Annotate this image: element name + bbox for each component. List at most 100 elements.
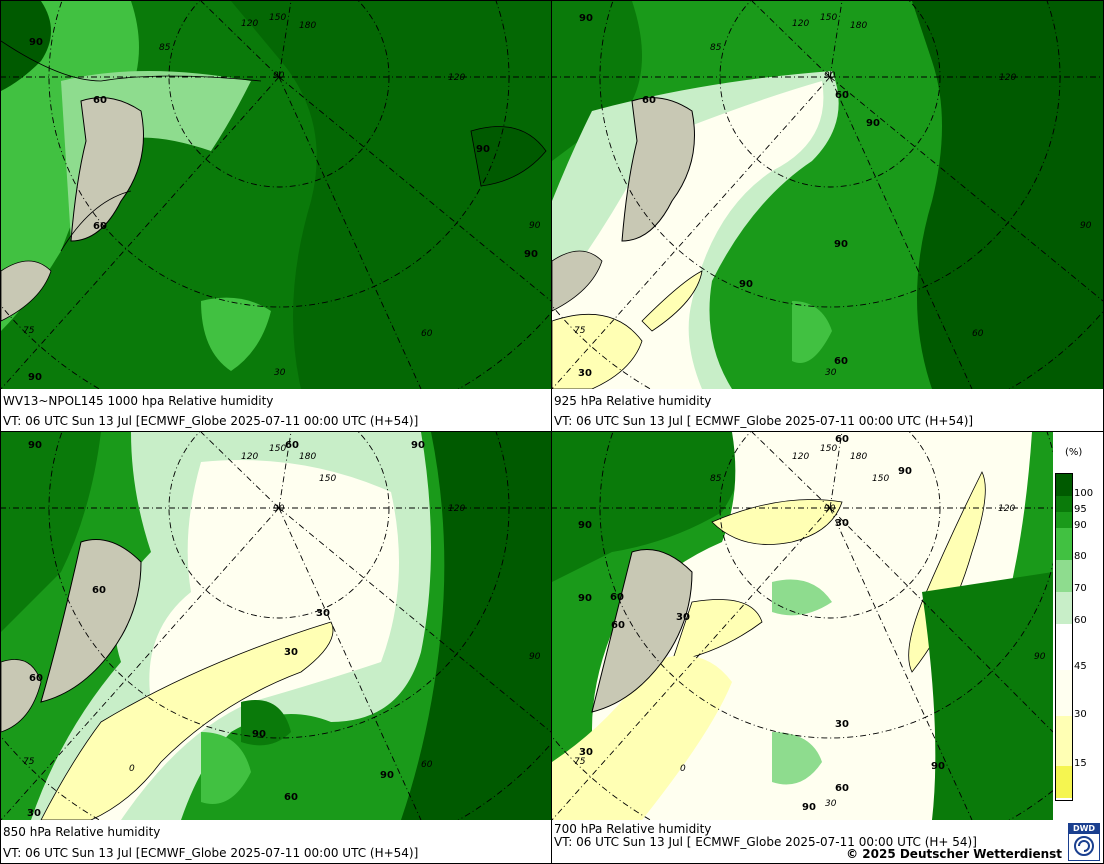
contour-label: 90 xyxy=(29,37,43,48)
legend-swatch xyxy=(1056,592,1072,624)
contour-label: 60 xyxy=(834,356,848,367)
contour-label: 60 xyxy=(93,95,107,106)
contour-label: 60 xyxy=(835,783,849,794)
legend-tick: 80 xyxy=(1074,551,1087,562)
graticule-label: 30 xyxy=(274,368,286,378)
legend-swatch xyxy=(1056,528,1072,560)
graticule-label: 85 xyxy=(159,43,171,53)
graticule-label: 150 xyxy=(319,474,337,484)
graticule-label: 90 xyxy=(824,504,836,514)
graticule-label: 75 xyxy=(574,326,586,336)
panel-700hpa: 60 90 90 60 30 90 60 30 30 30 90 60 90 1… xyxy=(551,431,1104,864)
graticule-label: 120 xyxy=(448,73,466,83)
legend-tick: 95 xyxy=(1074,504,1087,515)
contour-label: 60 xyxy=(285,440,299,451)
swirl-icon xyxy=(1074,836,1094,856)
graticule-label: 30 xyxy=(825,368,837,378)
contour-label: 60 xyxy=(835,434,849,445)
graticule-label: 180 xyxy=(850,452,868,462)
graticule-label: 75 xyxy=(23,757,35,767)
contour-label: 90 xyxy=(411,440,425,451)
contour-label: 90 xyxy=(578,520,592,531)
contour-label: 60 xyxy=(92,585,106,596)
legend-tick: 70 xyxy=(1074,583,1087,594)
contour-label: 90 xyxy=(898,466,912,477)
map-850hpa xyxy=(1,432,551,820)
graticule-label: 180 xyxy=(299,452,317,462)
dwd-logo: DWD xyxy=(1068,823,1100,861)
graticule-label: 150 xyxy=(872,474,890,484)
legend-swatch xyxy=(1056,766,1072,798)
legend-bar xyxy=(1055,473,1073,801)
contour-label: 90 xyxy=(28,440,42,451)
graticule-label: 180 xyxy=(299,21,317,31)
graticule-label: 90 xyxy=(273,71,285,81)
panel-title: 925 hPa Relative humidity xyxy=(554,394,712,408)
contour-label: 90 xyxy=(252,729,266,740)
panel-925hpa: 90 60 90 60 90 90 60 30 120 150 180 85 9… xyxy=(551,0,1104,432)
graticule-label: 150 xyxy=(820,444,838,454)
map-1000hpa xyxy=(1,1,551,389)
graticule-label: 90 xyxy=(273,504,285,514)
map-925hpa xyxy=(552,1,1103,389)
legend-tick: 100 xyxy=(1074,488,1094,499)
dwd-logo-text: DWD xyxy=(1069,824,1099,834)
graticule-label: 60 xyxy=(421,329,433,339)
panel-title: 850 hPa Relative humidity xyxy=(3,825,161,839)
contour-label: 30 xyxy=(835,719,849,730)
legend-swatch xyxy=(1056,474,1072,496)
graticule-label: 150 xyxy=(269,13,287,23)
graticule-label: 150 xyxy=(820,13,838,23)
legend-swatch xyxy=(1056,560,1072,592)
graticule-label: 75 xyxy=(23,326,35,336)
map-700hpa xyxy=(552,432,1053,820)
color-legend: (%) 100 95 90 80 70 60 45 30 15 xyxy=(1053,445,1099,805)
contour-label: 60 xyxy=(835,90,849,101)
graticule-label: 90 xyxy=(1080,221,1092,231)
valid-time: VT: 06 UTC Sun 13 Jul [ECMWF_Globe 2025-… xyxy=(3,414,419,428)
graticule-label: 90 xyxy=(529,652,541,662)
contour-label: 30 xyxy=(578,368,592,379)
contour-label: 30 xyxy=(316,608,330,619)
contour-label: 90 xyxy=(866,118,880,129)
graticule-label: 180 xyxy=(850,21,868,31)
contour-label: 90 xyxy=(476,144,490,155)
contour-label: 90 xyxy=(579,13,593,24)
valid-time: VT: 06 UTC Sun 13 Jul [ ECMWF_Globe 2025… xyxy=(554,414,974,428)
copyright-notice: © 2025 Deutscher Wetterdienst xyxy=(846,847,1062,861)
contour-label: 90 xyxy=(802,802,816,813)
valid-time: VT: 06 UTC Sun 13 Jul [ECMWF_Globe 2025-… xyxy=(3,846,419,860)
contour-label: 60 xyxy=(93,221,107,232)
legend-unit: (%) xyxy=(1065,447,1083,458)
legend-tick: 45 xyxy=(1074,661,1087,672)
contour-label: 90 xyxy=(380,770,394,781)
contour-label: 90 xyxy=(834,239,848,250)
graticule-label: 60 xyxy=(421,760,433,770)
graticule-label: 30 xyxy=(825,799,837,809)
contour-label: 60 xyxy=(610,592,624,603)
graticule-label: 60 xyxy=(972,329,984,339)
graticule-label: 85 xyxy=(710,43,722,53)
legend-tick: 15 xyxy=(1074,758,1087,769)
graticule-label: 120 xyxy=(241,452,259,462)
contour-label: 90 xyxy=(524,249,538,260)
valid-time: VT: 06 UTC Sun 13 Jul [ ECMWF_Globe 2025… xyxy=(554,835,977,849)
graticule-label: 120 xyxy=(999,73,1017,83)
legend-tick: 60 xyxy=(1074,615,1087,626)
graticule-label: 120 xyxy=(792,19,810,29)
panel-title: WV13~NPOL145 1000 hpa Relative humidity xyxy=(3,394,274,408)
legend-swatch xyxy=(1056,512,1072,528)
contour-label: 30 xyxy=(27,808,41,819)
contour-label: 90 xyxy=(931,761,945,772)
panel-850hpa: 60 90 90 60 60 30 30 90 90 60 30 120 150… xyxy=(0,431,552,864)
graticule-label: 120 xyxy=(792,452,810,462)
contour-label: 30 xyxy=(676,612,690,623)
contour-label: 90 xyxy=(739,279,753,290)
contour-label: 30 xyxy=(835,518,849,529)
contour-label: 60 xyxy=(284,792,298,803)
legend-swatch xyxy=(1056,670,1072,716)
contour-label: 60 xyxy=(611,620,625,631)
contour-label: 30 xyxy=(579,747,593,758)
legend-swatch xyxy=(1056,496,1072,512)
graticule-label: 0 xyxy=(129,764,135,774)
